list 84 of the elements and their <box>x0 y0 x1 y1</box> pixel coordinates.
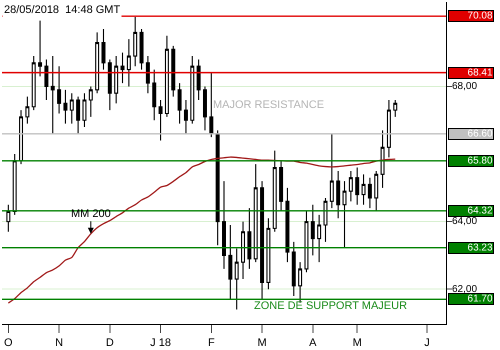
candlestick <box>133 16 138 67</box>
candlestick <box>234 248 239 310</box>
x-tick-label: M <box>352 337 362 350</box>
candlestick <box>342 180 347 248</box>
candlestick <box>228 224 232 300</box>
candlestick <box>260 180 264 300</box>
annotation: ZONE DE SUPPORT MAJEUR <box>254 300 408 312</box>
candlestick <box>202 86 207 131</box>
candlestick <box>184 99 188 134</box>
candlestick <box>126 38 131 88</box>
ref-line-label: 65.80 <box>468 156 493 166</box>
candlestick <box>38 20 42 77</box>
candlestick <box>140 28 144 70</box>
candlestick <box>32 56 36 111</box>
candlestick <box>323 197 328 242</box>
y-tick-label: 62,00 <box>452 284 478 295</box>
candlestick <box>254 164 258 263</box>
candlestick <box>330 133 334 209</box>
candlestick <box>25 96 30 124</box>
ref-line-label: 61.70 <box>468 294 493 304</box>
candlestick <box>272 150 277 232</box>
candlestick <box>76 96 80 134</box>
candlestick <box>50 56 55 134</box>
candlestick <box>19 110 24 165</box>
x-tick-label: A <box>309 337 318 350</box>
candlestick <box>380 130 385 188</box>
candlestick <box>44 58 48 101</box>
x-tick-label: J <box>424 337 430 350</box>
candlestick <box>292 241 296 297</box>
candlestick <box>6 204 10 232</box>
candlestick <box>152 69 156 121</box>
ref-line-label: 63.23 <box>468 242 493 254</box>
candlestick <box>95 32 100 94</box>
candlestick <box>247 208 252 270</box>
candlestick <box>178 82 182 124</box>
ref-line-label: 70.08 <box>468 10 493 22</box>
candlestick <box>158 99 163 142</box>
candlestick <box>374 170 378 212</box>
y-tick-label: 64,00 <box>452 216 478 227</box>
candlestick <box>12 154 17 216</box>
candlestick <box>146 56 150 94</box>
ref-line-label: 68.41 <box>468 68 493 78</box>
candlestick <box>336 170 340 219</box>
candlestick <box>108 58 112 111</box>
x-tick-label: J 18 <box>150 337 171 350</box>
ref-line-label: 64.32 <box>468 206 493 216</box>
candlestick <box>368 177 372 209</box>
candlestick <box>279 160 284 212</box>
candlestick <box>114 56 118 104</box>
candlestick <box>222 180 226 270</box>
annotation: MAJOR RESISTANCE <box>213 99 324 111</box>
candlestick <box>317 214 322 263</box>
candlestick <box>310 204 315 256</box>
candlestick <box>82 92 86 128</box>
series-label: MM 200 <box>71 208 111 220</box>
candlestick <box>362 174 366 206</box>
candlestick <box>393 99 398 118</box>
candlestick <box>304 210 308 273</box>
candlestick <box>285 187 290 263</box>
candlestick <box>216 130 220 246</box>
x-tick-label: D <box>106 337 114 350</box>
candlestick <box>190 56 194 124</box>
x-tick-label: O <box>4 337 14 350</box>
annotation: 28/05/2018 14:48 GMT <box>4 4 120 16</box>
candlestick <box>196 58 201 101</box>
candlestick <box>57 66 62 114</box>
candlestick <box>386 99 391 158</box>
x-tick-label: M <box>257 337 267 350</box>
candlestick <box>164 35 169 118</box>
candlestick <box>209 72 214 138</box>
candlestick <box>63 89 68 124</box>
candlestick <box>88 86 93 118</box>
candlestick <box>266 218 270 290</box>
candlestick <box>348 170 353 202</box>
candlestick <box>101 28 106 70</box>
ref-line-label: 66.60 <box>468 128 493 140</box>
candlestick <box>70 92 74 124</box>
candlestick <box>120 52 125 84</box>
candlestick <box>171 45 176 98</box>
candlestick <box>241 221 246 280</box>
x-tick-label: F <box>208 337 215 350</box>
y-tick-label: 68,00 <box>452 81 478 92</box>
candlestick <box>355 167 360 206</box>
x-tick-label: N <box>55 337 64 350</box>
